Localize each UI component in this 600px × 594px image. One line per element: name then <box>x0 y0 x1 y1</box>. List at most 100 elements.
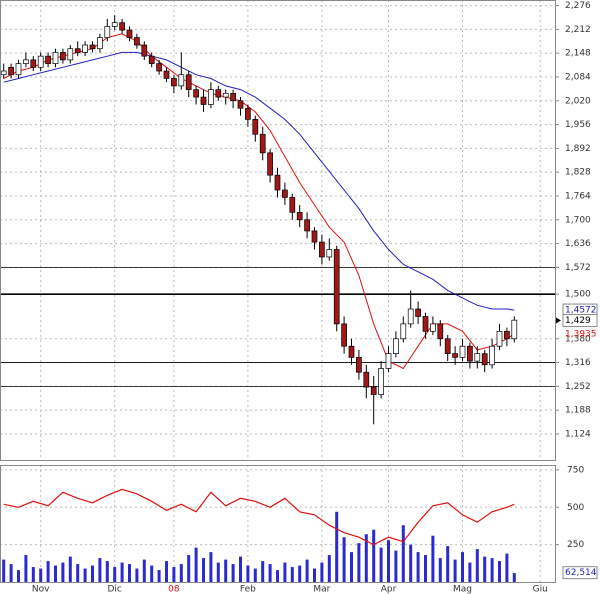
candle-body <box>141 44 148 57</box>
x-tick-label: Apr <box>381 585 397 594</box>
volume-bar <box>209 552 213 582</box>
volume-bar <box>98 558 102 582</box>
value-label: 1,3935 <box>565 329 597 339</box>
candle-body <box>237 100 244 109</box>
volume-bar <box>120 562 124 582</box>
candle-body <box>119 22 125 31</box>
volume-bar <box>438 558 442 582</box>
candle-body <box>489 345 495 366</box>
candle-body <box>385 353 392 369</box>
candle-body <box>163 70 170 79</box>
volume-bar <box>512 573 516 582</box>
volume-bar <box>350 552 353 582</box>
candle-body <box>415 308 421 317</box>
volume-bar <box>335 511 339 582</box>
volume-bar <box>113 567 117 582</box>
volume-bar <box>253 568 257 582</box>
value-label: 62,514 <box>565 568 597 578</box>
candle-body <box>89 44 96 50</box>
volume-bar <box>372 529 376 582</box>
y-tick-label: 1,700 <box>565 215 591 225</box>
reference-layer <box>0 266 555 387</box>
volume-bar <box>261 561 265 582</box>
candle-body <box>208 89 214 105</box>
y-tick-label: 1,956 <box>565 120 591 130</box>
candle-body <box>252 119 259 135</box>
candle-body <box>15 63 22 76</box>
x-tick-label: Feb <box>240 585 256 594</box>
volume-frame <box>0 465 556 583</box>
candle-body <box>311 230 318 243</box>
price-layer <box>0 15 518 425</box>
volume-bar <box>105 561 109 582</box>
y-tick-label: 2,084 <box>565 72 591 82</box>
candle-body <box>370 386 377 395</box>
candle-body <box>156 63 162 72</box>
volume-bar <box>150 565 154 582</box>
volume-bar <box>54 565 57 582</box>
volume-bar <box>39 568 43 582</box>
candle-body <box>8 66 14 76</box>
volume-bar <box>179 564 183 582</box>
x-tick-label: 08 <box>168 585 180 594</box>
y-tick-label: 1,500 <box>565 290 591 300</box>
volume-bar <box>298 565 302 582</box>
candle-body <box>333 249 340 325</box>
volume-bar <box>187 555 191 582</box>
value-box <box>562 314 598 328</box>
volume-bar <box>276 570 279 582</box>
volume-bar <box>431 535 435 582</box>
candle-body <box>289 197 296 213</box>
candle-body <box>230 92 236 102</box>
volume-bar <box>364 534 368 582</box>
candle-body <box>511 319 518 340</box>
candle-body <box>422 316 429 332</box>
candle-body <box>474 353 481 362</box>
y-tick-label: 1,252 <box>565 382 591 392</box>
volume-bar <box>387 540 390 582</box>
volume-bar <box>268 564 272 582</box>
candle-body <box>67 48 74 61</box>
volume-bar <box>475 549 479 582</box>
volume-bar <box>313 568 316 582</box>
value-box <box>562 566 598 580</box>
y-tick-label: 750 <box>567 465 584 475</box>
candle-body <box>60 52 66 61</box>
oscillator-line <box>3 488 515 546</box>
volume-bar <box>468 562 472 582</box>
volume-bar <box>135 568 139 582</box>
x-tick-label: Dic <box>108 585 122 594</box>
volume-layer <box>2 488 516 582</box>
candle-body <box>481 353 488 366</box>
candle-body <box>356 357 362 373</box>
candle-body <box>341 323 347 347</box>
volume-bar <box>202 558 205 582</box>
y-tick-label: 500 <box>567 503 584 513</box>
volume-bar <box>327 555 331 582</box>
volume-bar <box>505 553 509 582</box>
y-tick-label: 2,148 <box>565 49 591 59</box>
volume-bar <box>2 559 6 582</box>
y-tick-label: 2,020 <box>565 96 591 106</box>
candle-body <box>185 74 192 90</box>
price-frame <box>0 0 556 461</box>
candle-body <box>326 249 333 258</box>
volume-bar <box>409 544 413 582</box>
candle-body <box>267 152 273 176</box>
volume-bar <box>394 550 398 582</box>
candle-body <box>363 371 370 388</box>
y-tick-label: 1,380 <box>565 334 591 344</box>
candle-body <box>444 338 451 354</box>
volume-bar <box>283 562 287 582</box>
y-tick-label: 1,124 <box>565 429 591 439</box>
candle-body <box>467 345 473 362</box>
candle-body <box>193 89 199 98</box>
candle-body <box>296 211 303 221</box>
moving-average <box>3 51 515 311</box>
volume-bar <box>68 556 72 582</box>
candle-body <box>259 133 266 154</box>
volume-bar <box>290 567 294 582</box>
candle-body <box>222 92 229 98</box>
candle-body <box>134 37 140 46</box>
